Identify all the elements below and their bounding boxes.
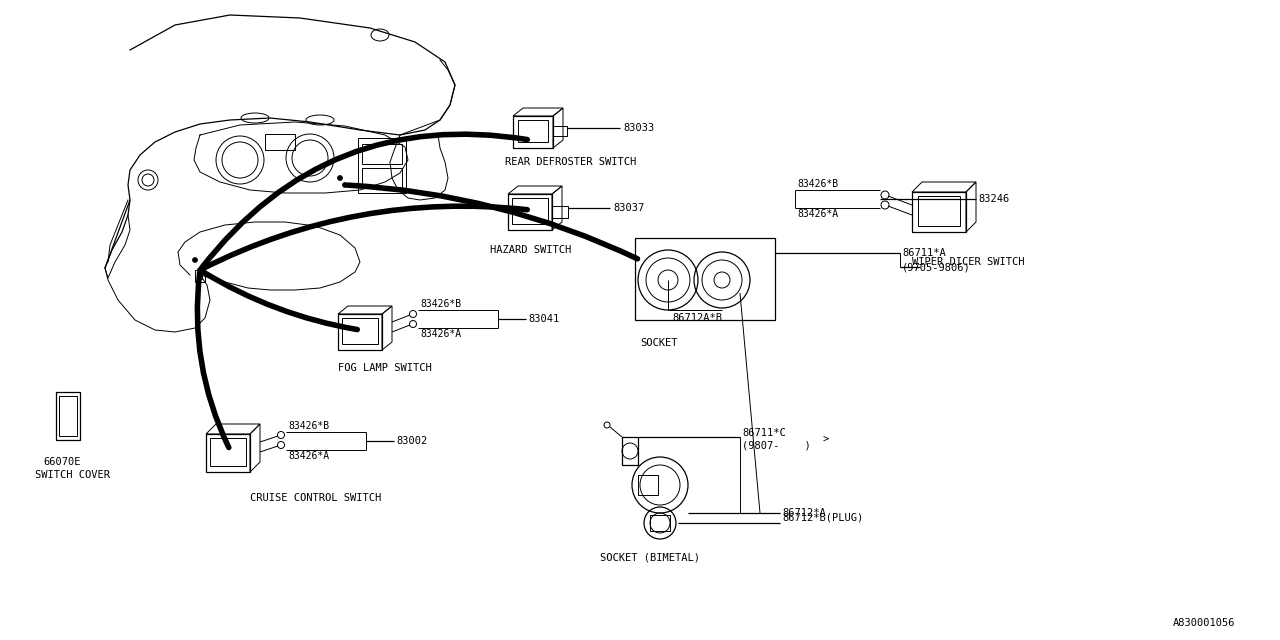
Text: 86711*C: 86711*C (742, 428, 786, 438)
Text: WIPER DICER SWITCH: WIPER DICER SWITCH (913, 257, 1024, 267)
Text: 83426*A: 83426*A (420, 329, 461, 339)
Circle shape (338, 175, 343, 180)
Text: HAZARD SWITCH: HAZARD SWITCH (490, 245, 571, 255)
Text: 66070E: 66070E (44, 457, 81, 467)
Text: 83037: 83037 (613, 203, 644, 213)
Text: >: > (822, 435, 828, 445)
Bar (513, 116, 553, 148)
Bar (918, 196, 960, 226)
Circle shape (192, 257, 197, 262)
Text: (9705-9806): (9705-9806) (902, 262, 970, 272)
Bar (637, 475, 658, 495)
Text: 86712*A: 86712*A (782, 508, 826, 518)
Text: FOG LAMP SWITCH: FOG LAMP SWITCH (338, 363, 431, 373)
Text: 83246: 83246 (978, 194, 1009, 204)
Text: CRUISE CONTROL SWITCH: CRUISE CONTROL SWITCH (250, 493, 381, 503)
Bar (553, 126, 567, 136)
Bar (265, 134, 294, 150)
Text: A830001056: A830001056 (1172, 618, 1235, 628)
Bar (358, 138, 406, 193)
Text: 83426*B: 83426*B (288, 421, 329, 431)
Bar (56, 392, 81, 440)
Bar (552, 206, 568, 218)
Text: 86712A*B: 86712A*B (672, 313, 722, 323)
Bar (512, 198, 548, 224)
Bar (195, 270, 205, 282)
Text: (9807-    ): (9807- ) (742, 440, 810, 450)
Text: SWITCH COVER: SWITCH COVER (35, 470, 110, 480)
Text: 83002: 83002 (396, 436, 428, 446)
Bar (622, 437, 637, 465)
Text: 83426*B: 83426*B (797, 179, 838, 189)
Bar (342, 318, 378, 344)
Text: 83426*A: 83426*A (797, 209, 838, 219)
Bar (210, 438, 246, 466)
Circle shape (197, 268, 202, 273)
Bar (913, 192, 966, 232)
Text: 83033: 83033 (623, 123, 654, 133)
Bar (362, 168, 402, 188)
Bar (508, 194, 552, 230)
Circle shape (343, 182, 347, 188)
Text: 83041: 83041 (529, 314, 559, 324)
Bar (650, 515, 669, 531)
Bar (206, 434, 250, 472)
Text: 86711*A: 86711*A (902, 248, 946, 258)
Text: 86712*B(PLUG): 86712*B(PLUG) (782, 512, 863, 522)
Bar (518, 120, 548, 142)
Bar (635, 238, 774, 320)
Text: SOCKET (BIMETAL): SOCKET (BIMETAL) (600, 552, 700, 562)
Bar (59, 396, 77, 436)
Bar (198, 274, 202, 279)
Text: SOCKET: SOCKET (640, 338, 677, 348)
Bar (362, 144, 402, 164)
Text: REAR DEFROSTER SWITCH: REAR DEFROSTER SWITCH (506, 157, 636, 167)
Bar (338, 314, 381, 350)
Text: 83426*B: 83426*B (420, 299, 461, 309)
Text: 83426*A: 83426*A (288, 451, 329, 461)
